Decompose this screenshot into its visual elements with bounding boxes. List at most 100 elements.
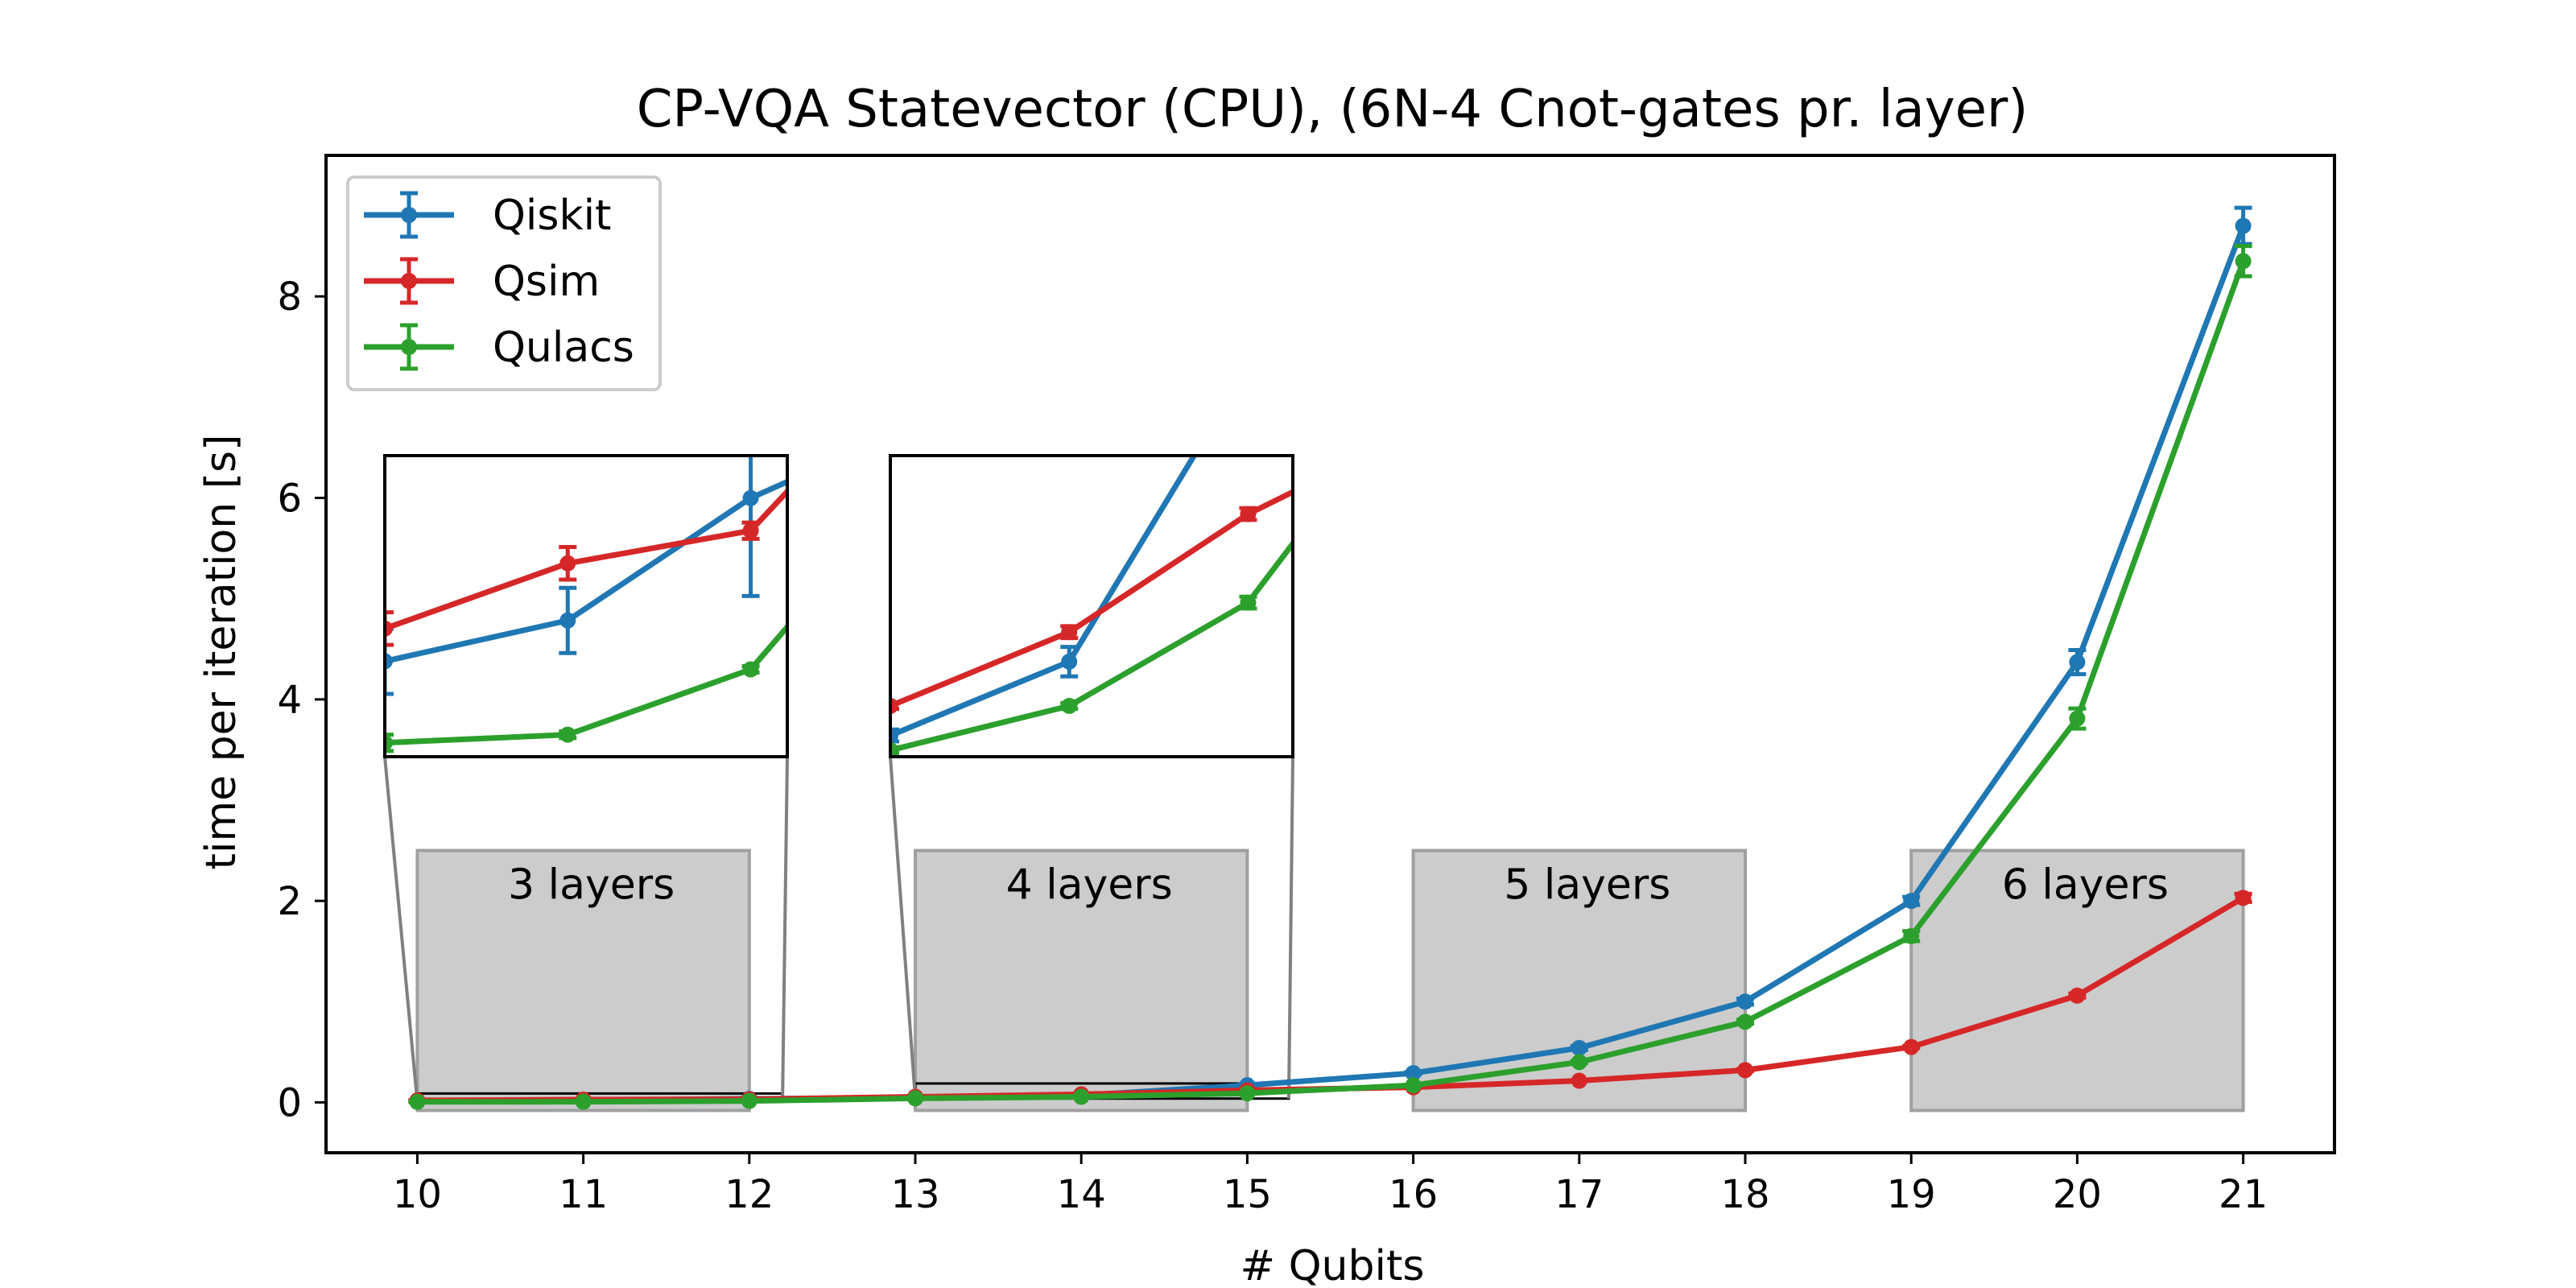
layer-region-label-3: 6 layers: [2002, 861, 2169, 910]
inset-0-series-line-qsim: [385, 487, 787, 632]
x-tick-label-18: 18: [1720, 1172, 1769, 1217]
data-point-qsim-21: [2235, 890, 2252, 906]
inset-content-0: [385, 327, 942, 753]
inset-1-data-point-qiskit-13: [890, 727, 898, 744]
plot-area: 3 layers 4 layers 5 layers 6 layers 10 11 12 13…: [277, 4, 2336, 1217]
legend-label-qulacs: Qulacs: [493, 324, 634, 372]
inset-0-series-line-qiskit: [385, 478, 787, 664]
layer-region-label-1: 4 layers: [1006, 861, 1173, 910]
zoom-connector-right-1: [1286, 756, 1294, 1099]
data-point-qulacs-13: [907, 1090, 924, 1107]
data-point-qulacs-17: [1571, 1054, 1587, 1071]
x-tick-label-15: 15: [1223, 1172, 1272, 1217]
legend-box: [346, 175, 662, 391]
layer-region-label-2: 5 layers: [1504, 861, 1670, 910]
data-point-qiskit-20: [2069, 654, 2086, 671]
inset-3-layers: [383, 327, 942, 758]
inset-1-data-point-qiskit-14: [1061, 653, 1078, 670]
data-point-qulacs-21: [2235, 253, 2252, 270]
data-point-qulacs-12: [741, 1092, 758, 1109]
data-point-qsim-20: [2069, 987, 2086, 1004]
x-tick-label-11: 11: [559, 1172, 608, 1217]
layer-region-3: [1909, 848, 2245, 1113]
inset-0-data-point-qsim-10: [385, 620, 393, 637]
inset-0-data-point-qiskit-11: [559, 612, 576, 629]
data-point-qsim-19: [1903, 1038, 1920, 1055]
inset-frame-1: [889, 454, 1294, 758]
x-tick-label-12: 12: [724, 1172, 774, 1217]
y-tick-label-4: 4: [277, 678, 302, 723]
layer-region-0: [415, 848, 751, 1113]
data-point-qulacs-19: [1903, 927, 1920, 944]
x-tick-label-20: 20: [2053, 1172, 2102, 1217]
chart-title: CP-VQA Statevector (CPU), (6N-4 Cnot-gat…: [637, 80, 2029, 139]
data-point-qulacs-11: [575, 1093, 592, 1110]
inset-1-data-point-qsim-16: [1419, 418, 1435, 434]
inset-1-data-point-qulacs-15: [1240, 594, 1257, 611]
inset-1-series-line-qiskit: [890, 456, 1198, 738]
inset-0-data-point-qsim-12: [742, 522, 759, 539]
x-tick-label-10: 10: [393, 1172, 442, 1217]
data-point-qiskit-17: [1571, 1039, 1587, 1056]
inset-0-data-point-qulacs-12: [742, 661, 759, 678]
data-point-qiskit-21: [2235, 217, 2252, 234]
y-tick-label-6: 6: [277, 477, 302, 522]
inset-0-data-point-qulacs-11: [559, 726, 576, 743]
inset-1-data-point-qsim-15: [1240, 506, 1257, 522]
inset-0-data-point-qiskit-10: [385, 653, 393, 670]
inset-1-data-point-qsim-13: [890, 697, 898, 714]
data-point-qsim-18: [1736, 1062, 1753, 1079]
legend-label-qiskit: Qiskit: [493, 192, 611, 240]
inset-1-series-line-qsim: [890, 489, 1293, 709]
inset-0-data-point-qiskit-12: [742, 489, 759, 506]
data-point-qulacs-16: [1405, 1077, 1422, 1094]
inset-1-data-point-qulacs-16: [1419, 358, 1435, 374]
series-line-qulacs: [417, 260, 2246, 1105]
zoom-connector-left-0: [383, 756, 419, 1103]
inset-1-data-point-qulacs-14: [1061, 697, 1078, 714]
legend-marker-qiskit: [401, 207, 417, 223]
x-axis-label: # Qubits: [1241, 1242, 1425, 1288]
data-point-qulacs-18: [1736, 1013, 1753, 1030]
y-tick-label-2: 2: [277, 879, 302, 924]
x-tick-label-13: 13: [890, 1172, 939, 1217]
legend-label-qsim: Qsim: [493, 258, 600, 306]
data-point-qsim-17: [1571, 1072, 1587, 1089]
x-tick-label-17: 17: [1554, 1172, 1604, 1217]
inset-1-data-point-qsim-14: [1061, 624, 1078, 641]
plot-frame: [324, 154, 2336, 1154]
inset-0-data-point-qulacs-10: [385, 734, 393, 751]
inset-4-layers: [889, 4, 1435, 758]
zoom-connector-left-1: [889, 756, 917, 1099]
data-point-qulacs-14: [1073, 1088, 1090, 1105]
inset-1-data-point-qiskit-16: [1419, 4, 1435, 20]
inset-1-data-point-qiskit-15: [1240, 358, 1256, 374]
inset-1-data-point-qulacs-13: [890, 741, 898, 757]
inset-frame-0: [383, 454, 789, 758]
inset-0-data-point-qiskit-13: [926, 408, 942, 424]
y-tick-label-0: 0: [277, 1080, 302, 1125]
x-tick-label-16: 16: [1389, 1172, 1438, 1217]
y-tick-label-8: 8: [277, 275, 302, 320]
data-point-qulacs-20: [2069, 710, 2086, 727]
x-tick-label-14: 14: [1057, 1172, 1106, 1217]
inset-0-data-point-qsim-11: [559, 555, 576, 572]
data-point-qiskit-16: [1405, 1065, 1422, 1082]
legend-marker-qsim: [401, 273, 417, 289]
data-point-qiskit-19: [1903, 893, 1920, 910]
inset-1-series-line-qulacs: [890, 539, 1293, 753]
legend-marker-qulacs: [401, 339, 417, 355]
layer-region-label-0: 3 layers: [508, 861, 675, 910]
zoom-connector-right-0: [781, 756, 789, 1103]
inset-0-series-line-qulacs: [385, 622, 787, 746]
layer-region-1: [914, 848, 1249, 1113]
x-tick-label-19: 19: [1887, 1172, 1936, 1217]
inset-0-data-point-qsim-13: [926, 327, 942, 343]
data-point-qiskit-18: [1736, 993, 1753, 1010]
data-point-qulacs-15: [1239, 1085, 1256, 1102]
y-axis-label: time per iteration [s]: [197, 435, 246, 870]
inset-content-1: [890, 4, 1435, 757]
x-tick-label-21: 21: [2219, 1172, 2268, 1217]
data-point-qulacs-10: [409, 1093, 426, 1110]
